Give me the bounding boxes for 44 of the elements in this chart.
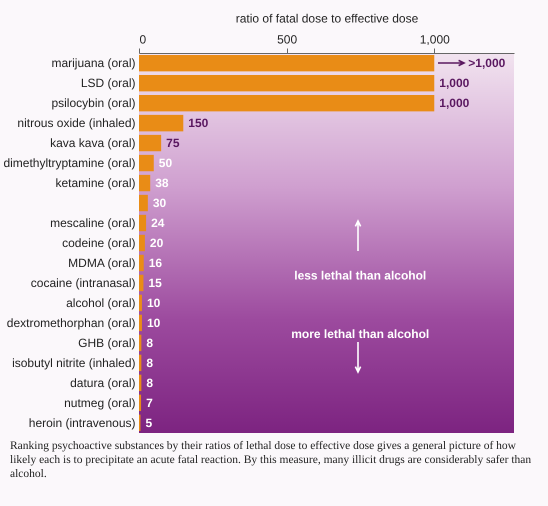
y-tick-label: heroin (intravenous) [28,416,136,430]
y-tick-label: nitrous oxide (inhaled) [17,116,136,130]
y-tick-label: psilocybin (oral) [51,96,136,110]
y-tick-label: dimethyltryptamine (oral) [3,156,136,170]
annotation: more lethal than alcohol [291,327,430,342]
y-tick-label: isobutyl nitrite (inhaled) [12,356,136,370]
y-tick-label: MDMA (oral) [68,256,136,270]
data-label: 50 [158,156,172,170]
x-tick-label: 1,000 [420,32,450,46]
data-label: 24 [151,216,165,230]
data-label: 5 [145,416,152,430]
data-label: 10 [146,296,161,310]
y-tick-label: kava kava (oral) [50,136,136,150]
data-label: 10 [146,316,161,330]
text: Ranking psychoactive substances by their ratios of lethal dose to effective dose gives a general picture of how likely each is to precipitate an acute fatal reaction. By this measure, many illicit drugs are considerably safer than alcohol. [9,439,532,481]
data-label: 30 [152,196,167,210]
data-label: 1,000 [439,96,470,110]
x-tick-label: 500 [277,32,298,46]
x-axis-title: ratio of fatal dose to effective dose [236,12,419,26]
y-tick-label: cocaine (intranasal) [30,276,136,290]
y-tick-label: dextromethorphan (oral) [6,316,136,330]
annotation: less lethal than alcohol [294,268,426,282]
y-tick-label: GHB (oral) [78,336,136,350]
data-label: 8 [146,376,154,390]
data-label: 1,000 [439,76,470,90]
data-label: 20 [150,236,164,250]
data-label: 38 [155,176,169,190]
data-label: 75 [166,136,180,150]
x-tick-label: 0 [140,32,146,46]
y-tick-label: nutmeg (oral) [64,396,136,410]
data-label: 15 [148,276,162,290]
data-label: 7 [146,396,154,410]
y-tick-label: ketamine (oral) [55,176,136,190]
data-label: 8 [146,336,154,350]
y-tick-label: mescaline (oral) [50,216,136,230]
data-label: 16 [148,256,162,270]
y-tick-label: codeine (oral) [62,236,136,250]
data-label: >1,000 [468,56,506,70]
y-tick-label: alcohol (oral) [66,296,136,310]
y-tick-label: datura (oral) [70,376,136,390]
data-label: 8 [146,356,154,370]
y-tick-label: marijuana (oral) [51,56,136,70]
y-tick-label: LSD (oral) [80,76,136,90]
data-label: 150 [188,116,209,130]
